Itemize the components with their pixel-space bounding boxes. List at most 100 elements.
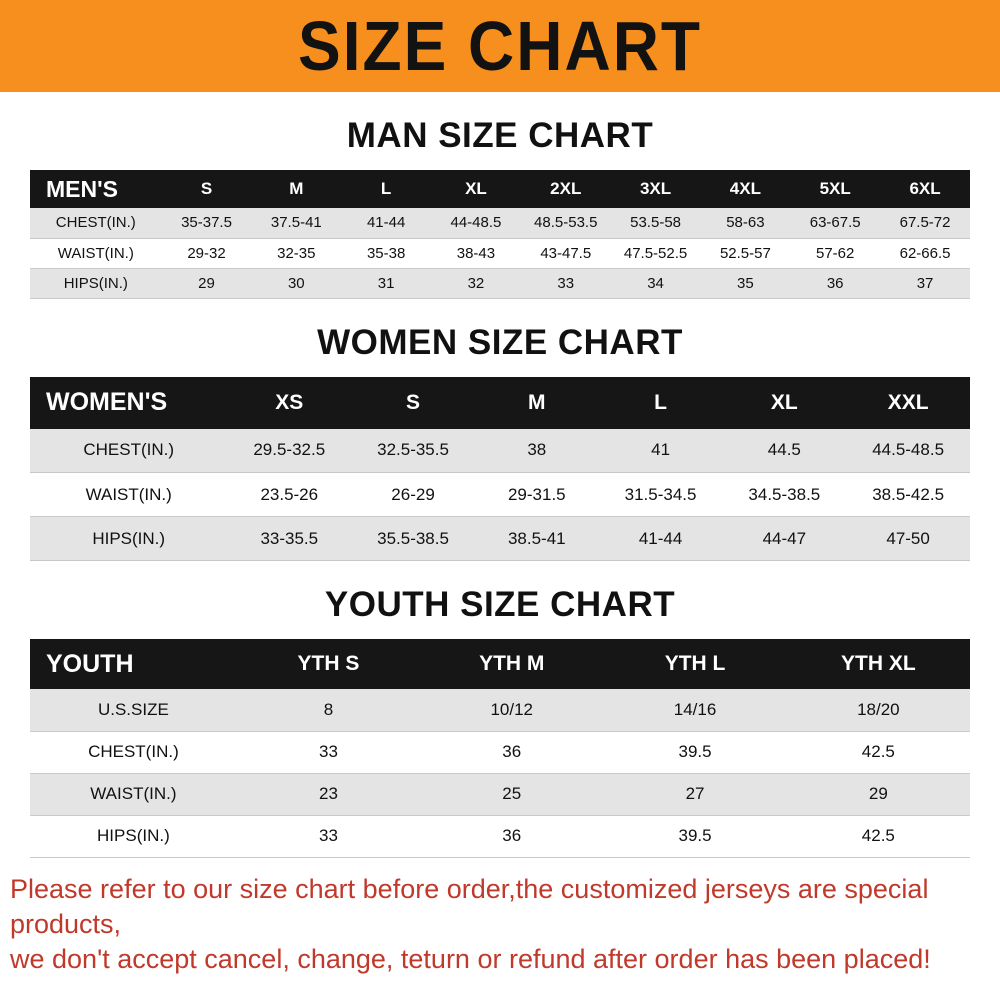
size-header-cell: YTH XL — [841, 652, 916, 675]
value-cell: 8 — [323, 699, 334, 719]
notice-line-1: Please refer to our size chart before or… — [10, 873, 929, 939]
value-cell: 39.5 — [678, 742, 712, 761]
value-cell: 34.5-38.5 — [748, 484, 821, 504]
value-cell: 23 — [318, 784, 338, 803]
value-cell: 47-50 — [886, 528, 930, 548]
value-cell: 35 — [737, 274, 754, 292]
size-header-cell: YTH S — [297, 652, 360, 675]
table-header-row: WOMEN'S XS S M L XL XXL — [30, 376, 970, 429]
size-header-cell: YTH M — [479, 652, 545, 675]
value-cell: 26-29 — [391, 484, 435, 504]
man-size-heading: MAN SIZE CHART — [346, 116, 654, 155]
banner: SIZE CHART — [0, 0, 1000, 92]
order-notice: Please refer to our size chart before or… — [0, 872, 1000, 977]
value-cell: 62-66.5 — [899, 244, 951, 262]
value-cell: 44-48.5 — [450, 214, 502, 232]
value-cell: 38 — [527, 440, 547, 460]
table-row: WAIST(IN.) 23 25 27 29 — [30, 773, 970, 815]
row-label-cell: HIPS(IN.) — [92, 528, 166, 548]
table-header-row: MEN'S S M L XL 2XL 3XL 4XL 5XL 6XL — [30, 170, 970, 208]
value-cell: 41-44 — [638, 528, 683, 548]
value-cell: 33 — [557, 274, 575, 292]
value-cell: 29 — [868, 784, 888, 803]
table-row: HIPS(IN.) 29 30 31 32 33 34 35 36 37 — [30, 268, 970, 298]
women-size-section: WOMEN SIZE CHART WOMEN'S XS S M L XL XXL CHEST(… — [0, 323, 1000, 562]
size-header-cell: XS — [275, 390, 304, 414]
man-size-section: MAN SIZE CHART MEN'S S M L XL 2XL 3XL 4XL 5XL 6XL… — [0, 116, 1000, 299]
row-label-cell: WAIST(IN.) — [57, 244, 134, 262]
value-cell: 57-62 — [816, 244, 855, 262]
value-cell: 18/20 — [857, 699, 900, 719]
youth-size-heading: YOUTH SIZE CHART — [324, 585, 676, 624]
size-header-cell: XXL — [887, 390, 929, 414]
table-title-cell: YOUTH — [46, 649, 134, 678]
size-header-cell: 2XL — [550, 179, 582, 198]
value-cell: 31.5-34.5 — [624, 484, 697, 504]
size-header-cell: XL — [770, 390, 798, 414]
row-label-cell: WAIST(IN.) — [90, 784, 177, 803]
row-label-cell: CHEST(IN.) — [88, 742, 179, 761]
size-header-cell: L — [654, 390, 667, 414]
women-size-heading: WOMEN SIZE CHART — [317, 322, 683, 362]
value-cell: 37 — [916, 274, 934, 292]
value-cell: 27 — [685, 784, 705, 803]
value-cell: 48.5-53.5 — [534, 214, 598, 232]
value-cell: 29.5-32.5 — [253, 440, 326, 460]
youth-size-table: YOUTH YTH S YTH M YTH L YTH XL U.S.SIZE 8 10/12… — [30, 639, 970, 858]
value-cell: 25 — [502, 784, 522, 803]
table-row: HIPS(IN.) 33 36 39.5 42.5 — [30, 815, 970, 857]
size-header-cell: 4XL — [729, 179, 761, 198]
banner-title: SIZE CHART — [298, 7, 702, 85]
table-row: WAIST(IN.) 29-32 32-35 35-38 38-43 43-47.5 47.… — [30, 238, 970, 268]
table-row: U.S.SIZE 8 10/12 14/16 18/20 — [30, 689, 970, 731]
size-header-cell: 3XL — [639, 179, 672, 198]
value-cell: 41-44 — [366, 214, 406, 232]
women-size-table: WOMEN'S XS S M L XL XXL CHEST(IN.) 29.5-32.5 32.5… — [30, 376, 970, 562]
table-row: CHEST(IN.) 33 36 39.5 42.5 — [30, 731, 970, 773]
value-cell: 52.5-57 — [719, 244, 771, 262]
value-cell: 67.5-72 — [899, 214, 951, 232]
value-cell: 29-32 — [187, 244, 226, 262]
value-cell: 63-67.5 — [809, 214, 861, 232]
value-cell: 44.5 — [767, 440, 801, 460]
value-cell: 42.5 — [861, 742, 895, 761]
size-header-cell: M — [528, 390, 546, 414]
value-cell: 23.5-26 — [260, 484, 319, 504]
table-row: WAIST(IN.) 23.5-26 26-29 29-31.5 31.5-34.5 34… — [30, 472, 970, 517]
value-cell: 32-35 — [277, 244, 316, 262]
row-label-cell: CHEST(IN.) — [83, 440, 175, 460]
row-label-cell: HIPS(IN.) — [97, 826, 170, 845]
value-cell: 29 — [198, 274, 215, 292]
value-cell: 33 — [318, 826, 338, 845]
size-header-cell: S — [406, 390, 421, 414]
value-cell: 31 — [377, 274, 395, 292]
size-header-cell: 5XL — [819, 179, 851, 198]
value-cell: 47.5-52.5 — [623, 244, 688, 262]
value-cell: 42.5 — [861, 826, 895, 845]
value-cell: 35-37.5 — [181, 214, 232, 232]
man-size-table: MEN'S S M L XL 2XL 3XL 4XL 5XL 6XL CHEST(IN.) 35-37… — [30, 170, 970, 299]
value-cell: 35-38 — [366, 244, 406, 262]
table-title-cell: WOMEN'S — [46, 388, 168, 416]
size-header-cell: L — [380, 179, 392, 198]
row-label-cell: CHEST(IN.) — [55, 214, 136, 232]
value-cell: 39.5 — [678, 826, 712, 845]
value-cell: 34 — [647, 274, 664, 292]
size-header-cell: YTH L — [664, 652, 726, 675]
size-header-cell: M — [289, 179, 304, 198]
value-cell: 53.5-58 — [630, 214, 681, 232]
value-cell: 58-63 — [726, 214, 765, 232]
value-cell: 10/12 — [490, 699, 534, 719]
value-cell: 37.5-41 — [270, 214, 322, 232]
value-cell: 30 — [287, 274, 305, 292]
value-cell: 44-47 — [762, 528, 807, 548]
value-cell: 33 — [318, 742, 338, 761]
row-label-cell: U.S.SIZE — [97, 699, 169, 719]
table-row: HIPS(IN.) 33-35.5 35.5-38.5 38.5-41 41-44 44-… — [30, 516, 970, 561]
value-cell: 35.5-38.5 — [377, 528, 449, 548]
value-cell: 38.5-42.5 — [872, 484, 945, 504]
notice-line-2: we don't accept cancel, change, teturn o… — [10, 943, 931, 974]
value-cell: 32 — [467, 274, 485, 292]
value-cell: 41 — [651, 440, 671, 460]
row-label-cell: WAIST(IN.) — [85, 484, 172, 504]
